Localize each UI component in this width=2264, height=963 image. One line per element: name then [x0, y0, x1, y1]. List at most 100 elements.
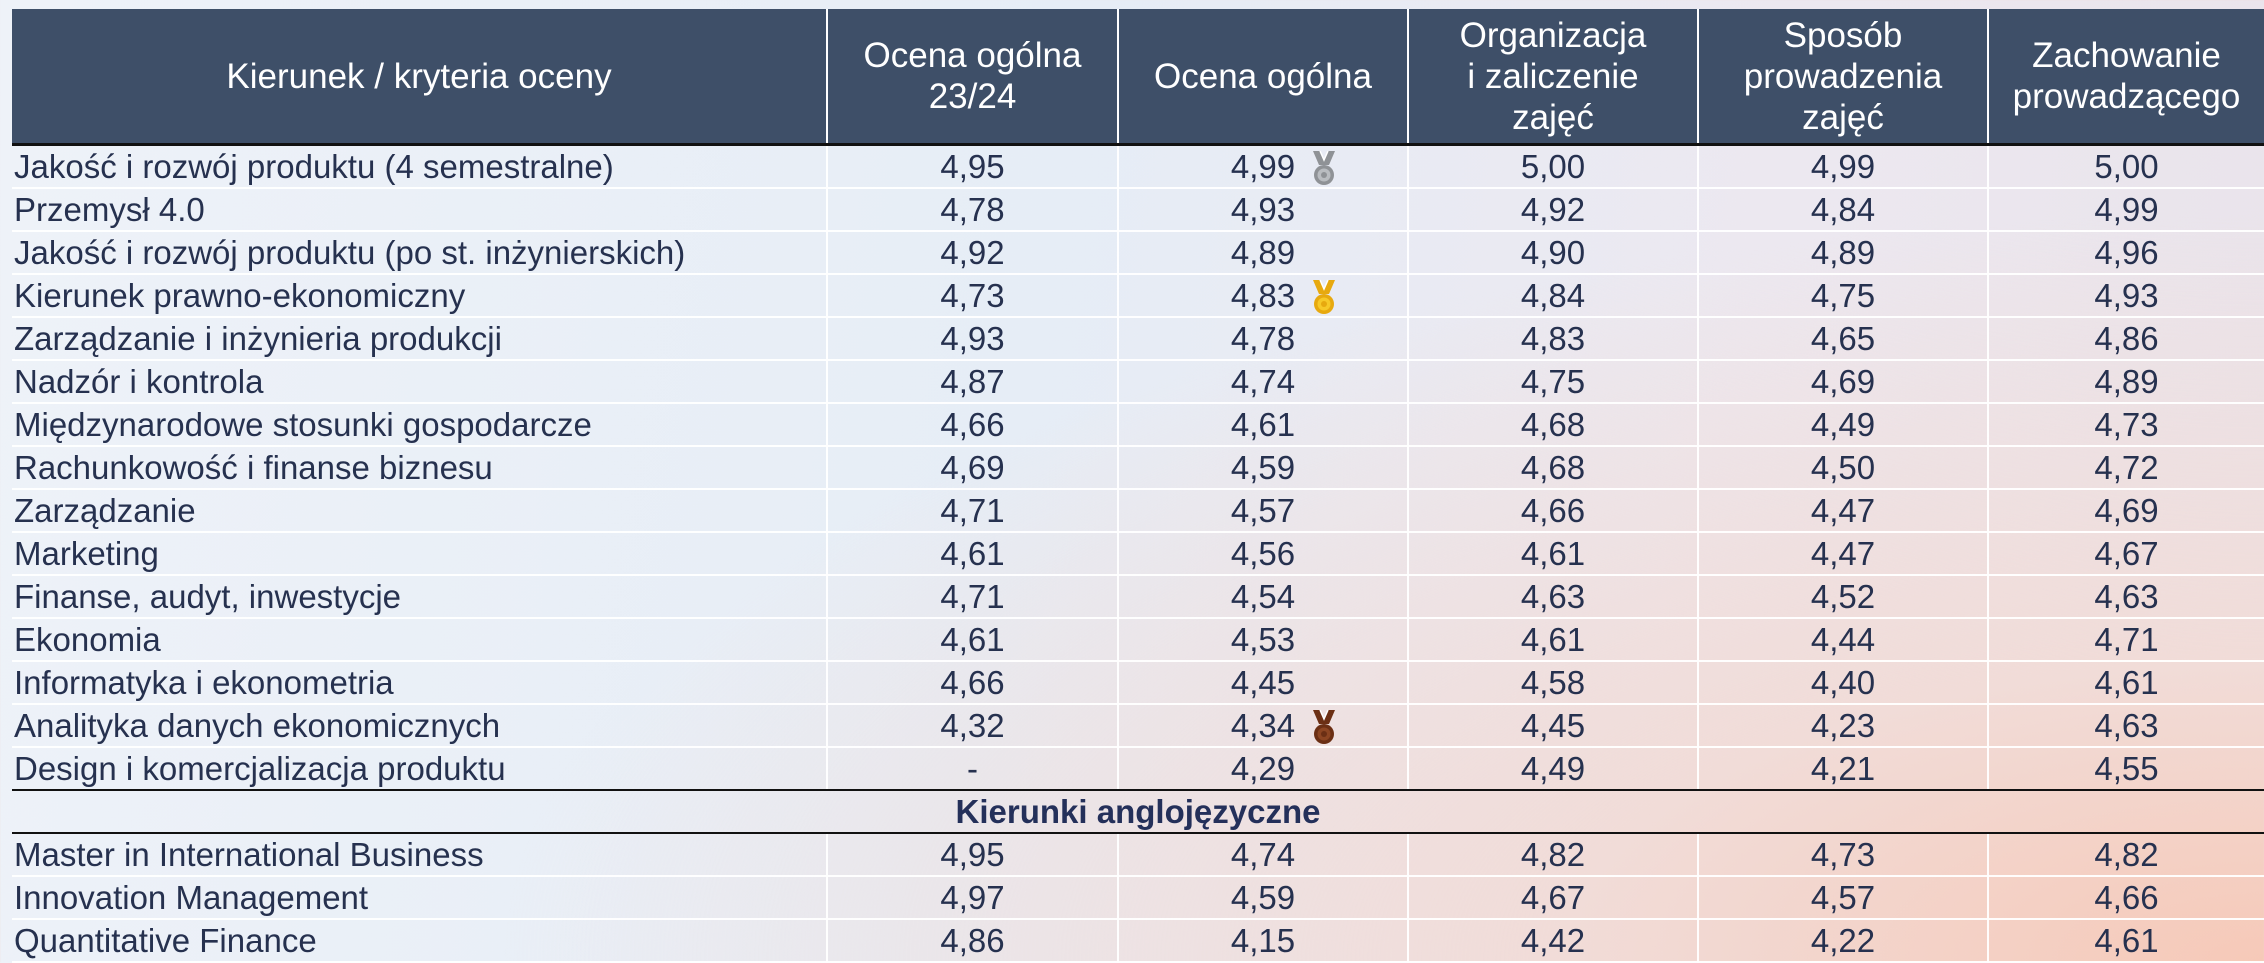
score-cell: 4,63: [1988, 575, 2264, 619]
score-cell: 4,83: [1408, 317, 1699, 361]
program-name: Quantitative Finance: [12, 919, 828, 963]
header-line: Organizacja: [1459, 15, 1647, 55]
score-cell: 4,58: [1408, 661, 1699, 705]
table-row: Marketing 4,61 4,56 4,61 4,47 4,67: [12, 532, 2264, 576]
score-cell: 4,90: [1408, 231, 1699, 275]
program-name: Ekonomia: [12, 618, 828, 662]
table-row: Master in International Business 4,95 4,74…: [12, 833, 2264, 877]
program-name: Zarządzanie: [12, 489, 828, 533]
medal-icon: [1313, 709, 1335, 744]
score-cell: 5,00: [1408, 144, 1699, 189]
program-name: Nadzór i kontrola: [12, 360, 828, 404]
score-cell: 4,56: [1118, 532, 1409, 576]
column-header: Organizacja i zaliczenie zajęć: [1408, 9, 1699, 146]
medal-icon: [1313, 150, 1335, 185]
score-cell: 4,89: [1988, 360, 2264, 404]
score-cell: 4,15: [1118, 919, 1409, 963]
table-body: Jakość i rozwój produktu (4 semestralne)…: [12, 144, 2264, 963]
table-row: Jakość i rozwój produktu (po st. inżynie…: [12, 231, 2264, 275]
header-row: Kierunek / kryteria oceny Ocena ogólna 23/…: [12, 9, 2264, 146]
score-cell: 4,44: [1698, 618, 1989, 662]
program-name: Informatyka i ekonometria: [12, 661, 828, 705]
score-cell: 4,75: [1698, 274, 1989, 318]
table-row: Informatyka i ekonometria 4,66 4,45 4,58 4,4…: [12, 661, 2264, 705]
score-cell: 4,78: [827, 188, 1119, 232]
table-row: Zarządzanie i inżynieria produkcji 4,93 4,…: [12, 317, 2264, 361]
score-cell: 4,92: [1408, 188, 1699, 232]
score-cell: 4,82: [1408, 833, 1699, 877]
score-cell: -: [827, 747, 1119, 791]
program-name: Zarządzanie i inżynieria produkcji: [12, 317, 828, 361]
table-row: Międzynarodowe stosunki gospodarcze 4,66 4…: [12, 403, 2264, 447]
score-cell: 4,61: [1988, 919, 2264, 963]
score-cell: 4,93: [827, 317, 1119, 361]
column-header: Ocena ogólna 23/24: [827, 9, 1119, 146]
score-cell: 4,84: [1408, 274, 1699, 318]
score-cell: 4,49: [1698, 403, 1989, 447]
score-cell: 4,61: [1408, 532, 1699, 576]
program-name: Marketing: [12, 532, 828, 576]
score-cell: 4,95: [827, 833, 1119, 877]
score-cell: 4,22: [1698, 919, 1989, 963]
header-line: prowadzącego: [2012, 77, 2241, 116]
score-cell: 4,86: [827, 919, 1119, 963]
score-cell: 4,96: [1988, 231, 2264, 275]
header-line: 23/24: [928, 77, 1017, 116]
score-cell: 4,87: [827, 360, 1119, 404]
score-cell: 4,53: [1118, 618, 1409, 662]
table-row: Quantitative Finance 4,86 4,15 4,42 4,22 4,61: [12, 919, 2264, 963]
ratings-table: Kierunek / kryteria oceny Ocena ogólna 23/…: [12, 9, 2264, 963]
score-cell: 4,75: [1408, 360, 1699, 404]
score-cell: 4,47: [1698, 532, 1989, 576]
score-cell: 4,49: [1408, 747, 1699, 791]
score-cell: 4,57: [1698, 876, 1989, 920]
score-cell: 4,57: [1118, 489, 1409, 533]
header-line: zajęć: [1512, 97, 1594, 137]
score-cell: 4,89: [1118, 231, 1409, 275]
score-cell: 4,55: [1988, 747, 2264, 791]
program-name: Jakość i rozwój produktu (po st. inżynie…: [12, 231, 828, 275]
score-cell: 4,59: [1118, 446, 1409, 490]
score-cell: 4,32: [827, 704, 1119, 748]
score-cell: 4,66: [827, 661, 1119, 705]
score-cell: 4,83: [1118, 274, 1409, 318]
score-cell: 4,34: [1118, 704, 1409, 748]
score-cell: 4,84: [1698, 188, 1989, 232]
score-cell: 4,40: [1698, 661, 1989, 705]
table-row: Kierunek prawno-ekonomiczny 4,73 4,83 4,84…: [12, 274, 2264, 318]
column-header: Zachowanie prowadzącego: [1988, 9, 2264, 146]
program-name: Rachunkowość i finanse biznesu: [12, 446, 828, 490]
program-name: Kierunek prawno-ekonomiczny: [12, 274, 828, 318]
table-row: Przemysł 4.0 4,78 4,93 4,92 4,84 4,99: [12, 188, 2264, 232]
header-line: Zachowanie: [2032, 36, 2221, 75]
score-cell: 4,65: [1698, 317, 1989, 361]
column-header: Kierunek / kryteria oceny: [12, 9, 828, 146]
score-cell: 4,74: [1118, 360, 1409, 404]
score-cell: 4,99: [1698, 144, 1989, 189]
score-cell: 4,68: [1408, 446, 1699, 490]
score-cell: 4,99: [1118, 144, 1409, 189]
score-cell: 4,74: [1118, 833, 1409, 877]
header-line: Ocena ogólna: [1154, 56, 1372, 96]
score-cell: 4,69: [1698, 360, 1989, 404]
score-cell: 4,63: [1988, 704, 2264, 748]
score-cell: 4,73: [1698, 833, 1989, 877]
score-cell: 4,61: [827, 532, 1119, 576]
program-name: Innovation Management: [12, 876, 828, 920]
program-name: Jakość i rozwój produktu (4 semestralne): [12, 144, 828, 189]
score-cell: 4,67: [1988, 532, 2264, 576]
table-row: Finanse, audyt, inwestycje 4,71 4,54 4,63 4,…: [12, 575, 2264, 619]
score-cell: 4,82: [1988, 833, 2264, 877]
score-cell: 4,21: [1698, 747, 1989, 791]
column-header: Sposób prowadzenia zajęć: [1698, 9, 1989, 146]
program-name: Przemysł 4.0: [12, 188, 828, 232]
score-cell: 4,73: [827, 274, 1119, 318]
score-cell: 4,54: [1118, 575, 1409, 619]
score-cell: 4,61: [1118, 403, 1409, 447]
table-row: Rachunkowość i finanse biznesu 4,69 4,59 4,…: [12, 446, 2264, 490]
score-cell: 4,73: [1988, 403, 2264, 447]
score-cell: 4,97: [827, 876, 1119, 920]
score-cell: 4,71: [827, 489, 1119, 533]
score-cell: 4,68: [1408, 403, 1699, 447]
